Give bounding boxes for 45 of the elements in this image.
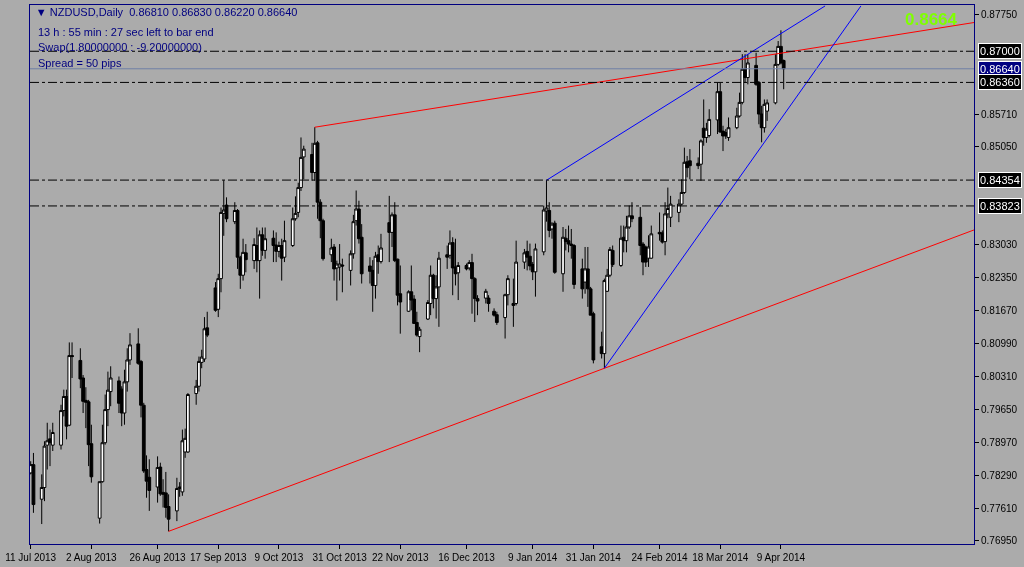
x-tick-label: 24 Feb 2014 [631, 552, 689, 563]
y-tick-label: 0.83030 [981, 239, 1018, 251]
candlestick [437, 251, 441, 328]
y-tick-label: 0.87750 [981, 9, 1018, 21]
x-tick-label: 2 Aug 2013 [66, 552, 118, 563]
annotation: Spread = 50 pips [38, 57, 122, 69]
y-tick-label: 0.82350 [981, 272, 1018, 284]
y-tick-label: 0.80990 [981, 338, 1018, 350]
annotation: 0.8664 [905, 10, 958, 29]
y-tick-label: 0.81670 [981, 305, 1018, 317]
ref-line-label: 0.83823 [980, 200, 1020, 212]
candlestick [657, 211, 662, 242]
annotation: Swap(1.80000000 : -9.20000000) [38, 41, 202, 53]
x-tick-label: 16 Dec 2013 [438, 552, 496, 563]
candlestick [271, 229, 276, 263]
ref-line-label: 0.84354 [980, 174, 1020, 186]
y-tick-label: 0.85710 [981, 108, 1018, 120]
x-tick-label: 22 Nov 2013 [371, 552, 430, 563]
y-tick-label: 0.78290 [981, 469, 1018, 481]
y-tick-label: 0.80310 [981, 371, 1018, 383]
x-tick-label: 9 Jan 2014 [507, 552, 558, 563]
x-tick-label: 11 Jul 2013 [5, 552, 57, 563]
candlestick [619, 225, 623, 268]
y-tick-label: 0.79650 [981, 403, 1018, 415]
x-tick-label: 18 Mar 2014 [692, 552, 749, 563]
candlestick [561, 226, 565, 293]
ref-line-label: 0.86640 [980, 63, 1020, 75]
ref-line-label: 0.86360 [980, 76, 1020, 88]
y-tick-label: 0.85050 [981, 140, 1018, 152]
ref-line-label: 0.87000 [980, 45, 1020, 57]
x-tick-label: 31 Oct 2013 [312, 552, 368, 563]
y-tick-label: 0.78970 [981, 436, 1018, 448]
annotation: 13 h : 55 min : 27 sec left to bar end [38, 26, 214, 38]
candlestick [263, 227, 268, 260]
candlestick [147, 458, 152, 512]
x-tick-label: 9 Oct 2013 [254, 552, 304, 563]
x-tick-label: 17 Sep 2013 [189, 552, 248, 563]
x-tick-label: 26 Aug 2013 [129, 552, 187, 563]
x-tick-label: 31 Jan 2014 [565, 552, 622, 563]
candlestick [186, 392, 190, 454]
y-tick-label: 0.76950 [981, 535, 1018, 547]
chart-title: ▼ NZDUSD,Daily 0.86810 0.86830 0.86220 0.86640 [35, 6, 298, 19]
x-tick-label: 9 Apr 2014 [756, 552, 806, 563]
candlestick [494, 311, 499, 326]
y-tick-label: 0.77610 [981, 502, 1018, 514]
